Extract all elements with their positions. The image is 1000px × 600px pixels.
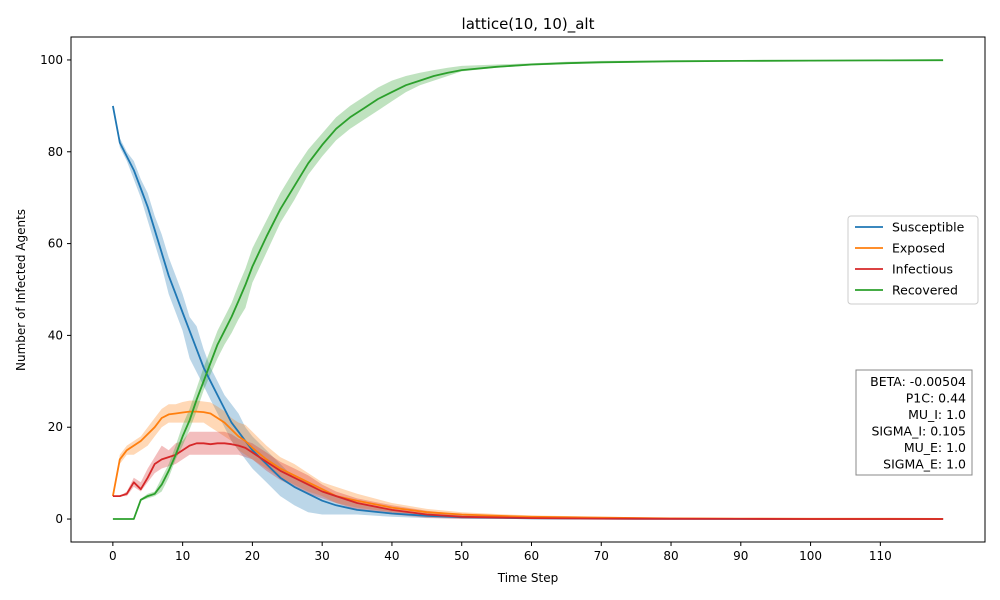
confidence-bands xyxy=(112,60,944,520)
recovered-legend-label: Recovered xyxy=(892,283,958,298)
x-tick-label: 40 xyxy=(384,549,399,563)
x-axis-ticks: 0 10 20 30 40 50 60 70 80 90 100 110 xyxy=(109,542,892,563)
susceptible-legend-label: Susceptible xyxy=(892,220,965,235)
x-tick-label: 50 xyxy=(454,549,469,563)
x-axis-label: Time Step xyxy=(497,571,559,585)
recovered-line xyxy=(112,59,944,520)
param-line: BETA: -0.00504 xyxy=(870,374,966,389)
param-line: SIGMA_E: 1.0 xyxy=(883,457,966,472)
exposed-line xyxy=(112,410,944,520)
x-tick-label: 110 xyxy=(869,549,892,563)
x-tick-label: 100 xyxy=(799,549,822,563)
param-line: MU_I: 1.0 xyxy=(908,407,966,422)
x-tick-label: 80 xyxy=(663,549,678,563)
param-line: SIGMA_I: 0.105 xyxy=(871,424,966,439)
params-box-frame xyxy=(855,369,973,476)
x-tick-label: 60 xyxy=(524,549,539,563)
y-axis-ticks: 0 20 40 60 80 100 xyxy=(40,53,71,526)
param-line: P1C: 0.44 xyxy=(906,391,966,406)
x-tick-label: 90 xyxy=(733,549,748,563)
y-tick-label: 20 xyxy=(48,420,63,434)
y-tick-label: 60 xyxy=(48,237,63,251)
plot-area-frame xyxy=(70,36,986,543)
x-tick-label: 10 xyxy=(175,549,190,563)
infectious-legend-label: Infectious xyxy=(892,262,953,277)
x-tick-label: 70 xyxy=(594,549,609,563)
x-tick-label: 30 xyxy=(315,549,330,563)
legend-frame xyxy=(847,215,979,305)
infectious-band xyxy=(112,431,944,519)
x-tick-label: 0 xyxy=(109,549,117,563)
series-lines xyxy=(112,59,944,520)
infectious-line xyxy=(112,442,944,520)
y-tick-label: 100 xyxy=(40,53,63,67)
y-tick-label: 80 xyxy=(48,145,63,159)
exposed-band xyxy=(112,400,944,519)
y-axis-label: Number of Infected Agents xyxy=(14,209,28,371)
param-line: MU_E: 1.0 xyxy=(904,440,966,455)
legend: Susceptible Exposed Infectious Recovered xyxy=(847,215,979,305)
exposed-legend-label: Exposed xyxy=(892,241,945,256)
chart-title: lattice(10, 10)_alt xyxy=(462,15,595,34)
y-tick-label: 0 xyxy=(55,512,63,526)
y-tick-label: 40 xyxy=(48,328,63,342)
x-tick-label: 20 xyxy=(245,549,260,563)
